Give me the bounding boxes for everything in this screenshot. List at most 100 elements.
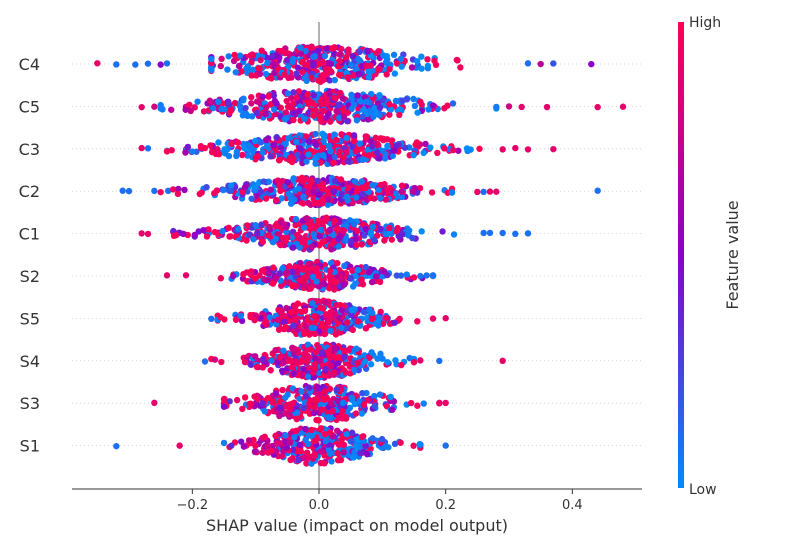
shap-point xyxy=(220,403,228,410)
shap-point xyxy=(330,159,337,167)
shap-point xyxy=(269,52,276,60)
shap-point xyxy=(368,349,375,356)
shap-point xyxy=(280,359,287,366)
shap-point xyxy=(352,410,360,417)
shap-point xyxy=(256,65,263,72)
shap-point xyxy=(410,358,418,366)
shap-outlier-point xyxy=(125,187,133,195)
shap-point xyxy=(301,224,308,231)
shap-point xyxy=(344,319,351,326)
shap-point xyxy=(225,101,233,108)
shap-point xyxy=(270,60,277,68)
shap-point xyxy=(365,268,373,276)
shap-point xyxy=(285,190,292,198)
shap-point xyxy=(321,330,328,338)
shap-point xyxy=(424,56,431,63)
shap-point xyxy=(282,323,289,331)
shap-point xyxy=(431,57,438,64)
shap-point xyxy=(288,94,295,102)
shap-point xyxy=(197,144,205,152)
shap-point xyxy=(330,44,337,52)
shap-point xyxy=(363,133,371,141)
shap-point xyxy=(316,272,323,280)
shap-point xyxy=(353,188,361,195)
shap-point xyxy=(266,314,273,321)
shap-point xyxy=(310,369,317,376)
shap-point xyxy=(259,149,266,156)
shap-point xyxy=(227,182,235,189)
shap-point xyxy=(354,360,361,367)
shap-point xyxy=(320,107,328,115)
feature-row-S5 xyxy=(208,297,449,338)
shap-point xyxy=(290,99,297,107)
shap-point xyxy=(320,151,327,159)
shap-point xyxy=(314,177,321,184)
shap-point xyxy=(285,135,292,142)
feature-row-S4 xyxy=(201,341,506,381)
shap-point xyxy=(261,433,268,441)
shap-outlier-point xyxy=(436,357,443,365)
shap-point xyxy=(352,272,359,280)
shap-point xyxy=(157,105,164,112)
shap-point xyxy=(257,56,264,64)
shap-point xyxy=(300,454,308,461)
shap-point xyxy=(208,99,215,106)
shap-point xyxy=(274,177,282,184)
shap-point xyxy=(441,145,448,152)
feature-row-C5 xyxy=(138,87,627,126)
shap-point xyxy=(331,345,338,352)
shap-outlier-point xyxy=(594,103,601,111)
shap-point xyxy=(315,152,322,159)
shap-point xyxy=(376,391,384,398)
shap-point xyxy=(321,134,328,141)
shap-point xyxy=(288,400,296,407)
shap-point xyxy=(326,272,334,280)
shap-point xyxy=(326,347,333,355)
shap-point xyxy=(217,313,224,321)
shap-point xyxy=(320,144,327,152)
shap-point xyxy=(329,353,336,360)
shap-point xyxy=(343,149,350,156)
shap-point xyxy=(308,426,315,434)
shap-point xyxy=(264,442,272,450)
x-tick-label: 0.4 xyxy=(562,498,583,513)
shap-point xyxy=(331,50,338,57)
shap-point xyxy=(362,442,369,450)
shap-point xyxy=(363,98,370,105)
shap-point xyxy=(358,145,366,152)
shap-point xyxy=(382,443,389,450)
shap-point xyxy=(317,425,325,432)
shap-point xyxy=(319,77,327,84)
shap-point xyxy=(349,326,356,334)
shap-point xyxy=(369,435,376,442)
shap-point xyxy=(337,176,345,183)
shap-point xyxy=(277,144,285,151)
shap-outlier-point xyxy=(499,357,506,365)
shap-point xyxy=(181,186,188,194)
shap-point xyxy=(339,407,346,415)
shap-point xyxy=(396,111,403,119)
shap-point xyxy=(368,315,376,323)
shap-point xyxy=(168,106,175,113)
shap-point xyxy=(326,267,334,275)
shap-point xyxy=(363,450,371,458)
shap-outlier-point xyxy=(442,399,449,407)
shap-point xyxy=(409,234,416,242)
shap-point xyxy=(370,236,378,243)
shap-point xyxy=(224,66,231,73)
shap-point xyxy=(393,228,400,235)
shap-point xyxy=(344,74,352,81)
shap-point xyxy=(328,400,335,407)
shap-point xyxy=(350,132,358,139)
shap-point xyxy=(311,437,319,445)
shap-point xyxy=(380,136,387,144)
shap-point xyxy=(289,455,296,462)
shap-point xyxy=(323,114,330,121)
shap-point xyxy=(321,430,329,438)
shap-point xyxy=(237,312,244,320)
shap-point xyxy=(403,96,411,103)
shap-point xyxy=(281,71,288,78)
shap-point xyxy=(327,148,334,155)
shap-point xyxy=(333,226,341,233)
shap-point xyxy=(493,103,500,111)
